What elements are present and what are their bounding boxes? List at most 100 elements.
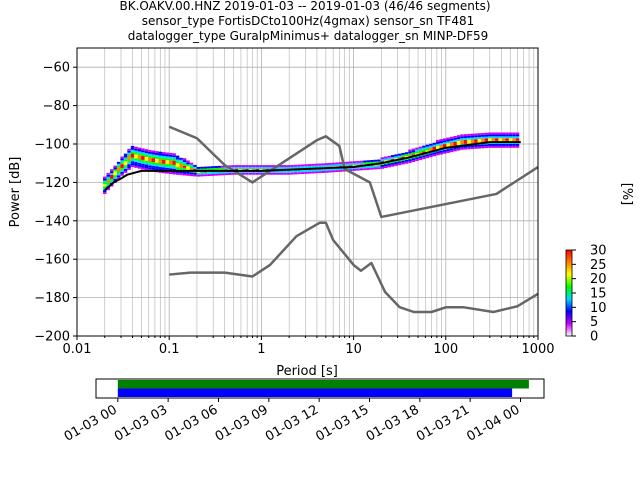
y-axis-ticks: −200 −180 −160 −140 −120 −100 −80 −60 — [34, 61, 77, 345]
colorbar-tick-label: 15 — [590, 287, 607, 302]
heatmap-cell — [224, 167, 228, 170]
heatmap-cell — [262, 165, 267, 168]
heatmap-cell — [141, 159, 145, 162]
heatmap-cell — [394, 156, 398, 159]
heatmap-cell — [356, 160, 360, 163]
heatmap-cell — [449, 144, 454, 147]
heatmap-cell — [512, 132, 516, 135]
heatmap-cell — [422, 157, 426, 160]
heatmap-cell — [297, 172, 301, 175]
heatmap-cell — [148, 157, 152, 160]
noise-models — [168, 125, 539, 314]
heatmap-cell — [172, 155, 176, 158]
psd-axes: 0.01 0.1 1 10 100 1000 −200 −180 −160 −140 −120 −1… — [8, 47, 555, 379]
heatmap-cell — [470, 145, 475, 148]
heatmap-cell — [307, 169, 312, 172]
heatmap-cell — [453, 149, 457, 152]
heatmap-cell — [331, 164, 336, 167]
heatmap-cell — [477, 135, 482, 138]
heatmap-cell — [189, 164, 194, 167]
heatmap-cell — [501, 144, 506, 146]
heatmap-cell — [158, 161, 162, 164]
heatmap-cell — [488, 132, 492, 135]
heatmap-cell — [439, 143, 443, 145]
heatmap-cell — [252, 165, 256, 168]
heatmap-cell — [130, 165, 135, 168]
heatmap-cell — [134, 146, 138, 149]
heatmap-cell — [380, 159, 384, 162]
heatmap-cell — [442, 146, 447, 148]
heatmap-cell — [495, 138, 499, 141]
heatmap-cell — [377, 159, 381, 162]
heatmap-cell — [116, 175, 121, 178]
heatmap-cell — [134, 156, 138, 159]
heatmap-cell — [456, 137, 461, 140]
heatmap-cell — [123, 165, 128, 168]
heatmap-cell — [470, 135, 475, 138]
heatmap-cell — [182, 173, 187, 176]
heatmap-cell — [338, 164, 343, 167]
heatmap-cell — [477, 133, 482, 136]
heatmap-cell — [103, 178, 107, 181]
heatmap-cell — [363, 162, 367, 165]
heatmap-cell — [158, 163, 162, 166]
heatmap-cell — [318, 171, 322, 174]
heatmap-cell — [189, 168, 194, 171]
heatmap-cell — [106, 178, 110, 181]
heatmap-cell — [103, 182, 107, 185]
heatmap-cell — [130, 163, 135, 166]
heatmap-cell — [446, 141, 450, 144]
heatmap-cell — [429, 149, 433, 152]
heatmap-cell — [359, 168, 364, 171]
heatmap-cell — [460, 134, 464, 137]
heatmap-cell — [196, 166, 201, 169]
heatmap-cell — [127, 152, 131, 155]
heatmap-cell — [505, 138, 509, 141]
heatmap-cell — [498, 144, 502, 146]
heatmap-cell — [214, 167, 218, 170]
heatmap-cell — [404, 159, 409, 162]
heatmap-cell — [182, 158, 187, 161]
heatmap-cell — [196, 172, 201, 175]
heatmap-cell — [286, 167, 291, 169]
heatmap-cell — [397, 153, 402, 156]
heatmap-cell — [120, 171, 124, 174]
y-tick-label: −200 — [34, 330, 70, 345]
heatmap-cell — [349, 163, 353, 166]
heatmap-cell — [453, 135, 457, 138]
heatmap-cell — [491, 138, 495, 141]
heatmap-cell — [179, 171, 183, 174]
heatmap-cell — [113, 179, 117, 181]
heatmap-cell — [384, 158, 388, 161]
heatmap-cell — [422, 151, 426, 154]
heatmap-cell — [498, 145, 502, 148]
heatmap-cell — [394, 163, 398, 166]
colorbar-tick-label: 5 — [590, 315, 598, 330]
colorbar-label: [%] — [619, 183, 634, 206]
heatmap-cell — [245, 167, 249, 169]
heatmap-cell — [151, 156, 156, 159]
heatmap-cell — [144, 149, 149, 152]
heatmap-cell — [477, 140, 482, 143]
heatmap-cell — [363, 168, 367, 171]
heatmap-cell — [474, 137, 478, 140]
heatmap-cell — [488, 145, 492, 148]
heatmap-cell — [210, 168, 215, 171]
heatmap-cell — [127, 150, 131, 153]
heatmap-cell — [141, 154, 145, 157]
heatmap-cell — [508, 145, 513, 148]
heatmap-cell — [304, 171, 308, 174]
heatmap-cell — [495, 132, 499, 135]
heatmap-cell — [272, 165, 277, 168]
heatmap-cell — [335, 164, 339, 167]
heatmap-cell — [113, 175, 117, 178]
heatmap-cell — [439, 150, 443, 153]
heatmap-cell — [467, 147, 471, 150]
heatmap-cell — [467, 141, 471, 144]
heatmap-cell — [127, 166, 131, 169]
heatmap-cell — [429, 145, 433, 148]
noise-model-high — [168, 125, 539, 219]
heatmap-cell — [314, 169, 319, 172]
heatmap-cell — [498, 134, 502, 137]
